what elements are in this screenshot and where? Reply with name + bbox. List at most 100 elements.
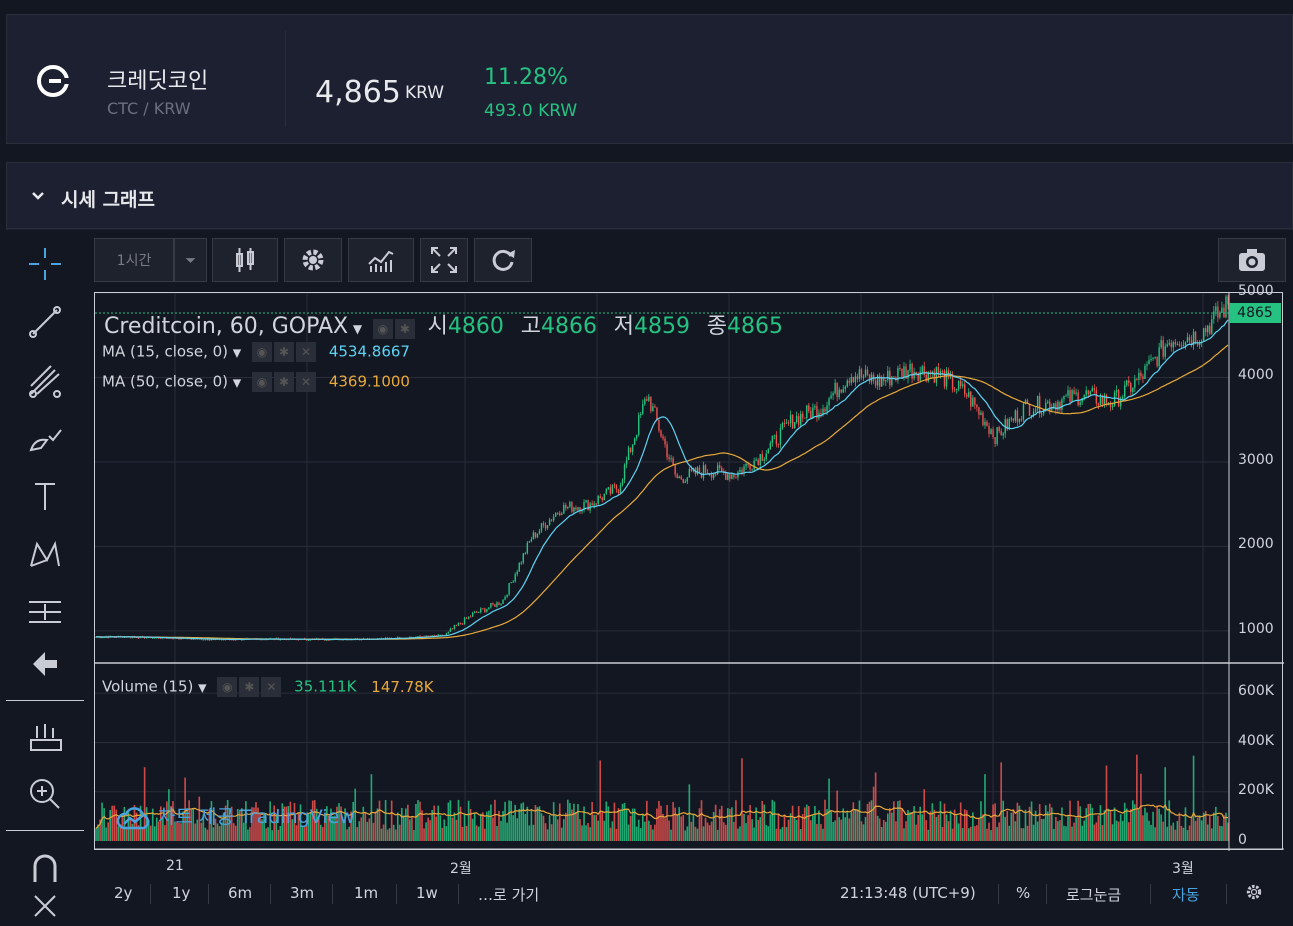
- candle-body: [220, 639, 223, 641]
- zoom-tool[interactable]: [22, 774, 68, 814]
- legend-title[interactable]: Creditcoin, 60, GOPAX: [104, 314, 349, 339]
- candle-body: [1028, 403, 1031, 416]
- caret-down-icon[interactable]: ▼: [352, 322, 363, 336]
- volume-controls[interactable]: ◉ ✱ ✕: [217, 677, 283, 697]
- candle-body: [1006, 419, 1008, 430]
- screenshot-button[interactable]: [1218, 238, 1286, 282]
- volume-bar: [613, 802, 616, 841]
- candle-body: [874, 380, 877, 386]
- pattern-tool[interactable]: [22, 534, 68, 574]
- last-price-tag: 4865: [1229, 303, 1281, 323]
- ma50-controls[interactable]: ◉ ✱ ✕: [252, 372, 318, 392]
- eye-icon[interactable]: ◉: [217, 677, 238, 697]
- volume-bar: [467, 800, 470, 841]
- settings-button[interactable]: [284, 238, 342, 282]
- close-icon[interactable]: ✕: [296, 372, 317, 392]
- candle-body: [759, 454, 761, 466]
- back-tool[interactable]: [22, 644, 68, 684]
- volume-bar: [597, 820, 600, 841]
- auto-scale-toggle[interactable]: 자동: [1172, 886, 1200, 904]
- range-1y[interactable]: 1y: [172, 884, 191, 902]
- gear-icon[interactable]: ✱: [274, 372, 295, 392]
- candle-body: [883, 378, 885, 382]
- volume-bar: [394, 829, 397, 841]
- ma15-label[interactable]: MA (15, close, 0): [102, 342, 229, 361]
- panel-header[interactable]: 시세 그래프: [7, 163, 1292, 229]
- candle-body: [812, 407, 814, 419]
- tradingview-watermark[interactable]: 차트 제공 TradingView: [116, 802, 355, 830]
- clock[interactable]: 21:13:48 (UTC+9): [840, 884, 976, 902]
- volume-bar: [143, 767, 146, 841]
- caret-down-icon[interactable]: ▼: [232, 376, 242, 390]
- pitchfork-tool[interactable]: [22, 360, 68, 400]
- ma50-legend[interactable]: MA (50, close, 0) ▼ ◉ ✱ ✕ 4369.1000: [102, 372, 410, 392]
- candle-body: [791, 414, 794, 429]
- candle-body: [607, 487, 610, 490]
- fullscreen-button[interactable]: [420, 238, 468, 282]
- goto-date-button[interactable]: …로 가기: [478, 886, 540, 904]
- volume-bar: [751, 819, 753, 841]
- ma15-controls[interactable]: ◉ ✱ ✕: [252, 342, 318, 362]
- interval-select[interactable]: 1시간: [94, 238, 174, 282]
- volume-bar: [915, 824, 917, 841]
- measure-tool[interactable]: [22, 592, 68, 632]
- range-3m[interactable]: 3m: [290, 884, 315, 902]
- candle-body: [923, 366, 925, 376]
- crosshair-tool[interactable]: [22, 244, 68, 284]
- range-1w[interactable]: 1w: [416, 884, 438, 902]
- interval-dropdown[interactable]: [174, 238, 207, 282]
- close-tool[interactable]: [22, 886, 68, 926]
- range-1m[interactable]: 1m: [354, 884, 379, 902]
- volume-bar: [893, 801, 895, 841]
- close-icon[interactable]: ✕: [296, 342, 317, 362]
- price-volume-chart[interactable]: [95, 292, 1284, 851]
- gear-icon[interactable]: ✱: [394, 318, 415, 339]
- log-scale-toggle[interactable]: 로그눈금: [1066, 886, 1122, 904]
- volume-bar: [1210, 828, 1213, 841]
- volume-legend[interactable]: Volume (15) ▼ ◉ ✱ ✕ 35.111K 147.78K: [102, 677, 434, 697]
- volume-bar: [95, 828, 97, 841]
- percent-toggle[interactable]: %: [1016, 884, 1031, 902]
- range-6m[interactable]: 6m: [228, 884, 253, 902]
- trend-line-tool[interactable]: [22, 302, 68, 342]
- volume-label[interactable]: Volume (15): [102, 677, 194, 696]
- ruler-tool[interactable]: [22, 718, 68, 758]
- caret-down-icon[interactable]: ▼: [198, 681, 207, 695]
- indicators-button[interactable]: [348, 238, 414, 282]
- range-2y[interactable]: 2y: [114, 884, 133, 902]
- candle-body: [463, 617, 466, 625]
- chevron-down-icon[interactable]: [31, 189, 45, 203]
- volume-bar: [524, 814, 527, 841]
- watermark-text[interactable]: 차트 제공 TradingView: [158, 806, 355, 828]
- volume-bar: [1136, 754, 1138, 841]
- eye-icon[interactable]: ◉: [252, 372, 273, 392]
- chart-type-button[interactable]: [212, 238, 278, 282]
- candle-body: [627, 447, 630, 461]
- brush-tool[interactable]: [22, 418, 68, 458]
- caret-down-icon[interactable]: ▼: [232, 346, 242, 360]
- eye-icon[interactable]: ◉: [252, 342, 273, 362]
- volume-bar: [526, 806, 529, 841]
- main-legend[interactable]: Creditcoin, 60, GOPAX ▼ ◉ ✱ 시4860 고4866 저…: [104, 308, 783, 340]
- candle-body: [864, 369, 867, 377]
- chart-settings-button[interactable]: [1244, 882, 1264, 906]
- candle-body: [765, 453, 767, 460]
- volume-bar: [980, 801, 982, 841]
- close-icon[interactable]: ✕: [261, 677, 282, 697]
- fullscreen-icon: [431, 247, 457, 273]
- chart-plot[interactable]: [94, 292, 1284, 851]
- ma50-label[interactable]: MA (50, close, 0): [102, 372, 229, 391]
- magnet-tool[interactable]: [22, 848, 68, 888]
- text-tool[interactable]: [22, 476, 68, 516]
- ma15-legend[interactable]: MA (15, close, 0) ▼ ◉ ✱ ✕ 4534.8667: [102, 342, 410, 362]
- legend-controls[interactable]: ◉ ✱: [372, 318, 417, 339]
- candle-body: [741, 469, 743, 474]
- gear-icon[interactable]: ✱: [274, 342, 295, 362]
- refresh-button[interactable]: [474, 238, 532, 282]
- candle-body: [1067, 390, 1069, 396]
- gear-icon[interactable]: ✱: [239, 677, 260, 697]
- eye-icon[interactable]: ◉: [372, 318, 393, 339]
- volume-bar: [289, 801, 292, 841]
- candle-body: [457, 623, 460, 626]
- candle-body: [595, 503, 597, 505]
